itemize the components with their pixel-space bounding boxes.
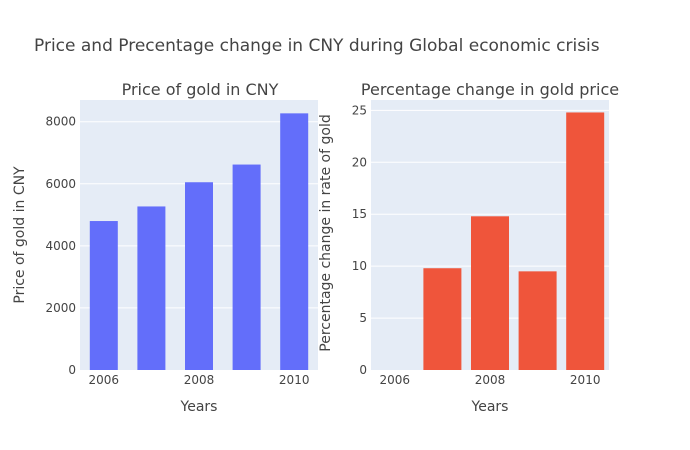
y-tick-label: 20 — [352, 155, 367, 169]
bar-price-2008 — [185, 182, 213, 370]
x-tick-label: 2006 — [89, 373, 120, 387]
y-tick-label: 8000 — [45, 115, 76, 129]
x-axis-label-percentage: Years — [471, 399, 509, 415]
y-tick-label: 25 — [352, 103, 367, 117]
bar-price-2009 — [232, 164, 261, 370]
bar-percentage-2010 — [566, 112, 605, 370]
bar-percentage-2009 — [518, 271, 557, 370]
subplot-title-price: Price of gold in CNY — [122, 80, 279, 99]
y-tick-label: 4000 — [45, 239, 76, 253]
y-tick-label: 15 — [352, 207, 367, 221]
bar-price-2006 — [89, 221, 118, 370]
x-tick-label: 2010 — [279, 373, 310, 387]
bars-percentage — [423, 112, 605, 370]
subplot-title-percentage: Percentage change in gold price — [361, 80, 619, 99]
bar-price-2007 — [137, 206, 166, 370]
x-ticks-price: 2006 2008 2010 — [89, 373, 310, 387]
bar-price-2010 — [280, 113, 309, 371]
y-ticks-price: 0 2000 4000 6000 8000 — [45, 115, 76, 377]
bar-percentage-2007 — [423, 268, 462, 370]
subplot-percentage: Percentage change in gold price 0 5 10 15 20… — [318, 80, 619, 415]
y-axis-label-price: Price of gold in CNY — [12, 166, 28, 304]
y-tick-label: 0 — [68, 363, 76, 377]
x-tick-label: 2010 — [570, 373, 601, 387]
bar-percentage-2008 — [471, 216, 509, 370]
y-tick-label: 5 — [359, 311, 367, 325]
x-ticks-percentage: 2006 2008 2010 — [380, 373, 601, 387]
y-tick-label: 10 — [352, 259, 367, 273]
chart-title: Price and Precentage change in CNY durin… — [34, 36, 600, 56]
y-tick-label: 2000 — [45, 301, 76, 315]
x-tick-label: 2006 — [380, 373, 411, 387]
subplot-price: Price of gold in CNY 0 2000 4000 6000 8000 2… — [12, 80, 318, 415]
x-tick-label: 2008 — [475, 373, 506, 387]
y-tick-label: 0 — [359, 363, 367, 377]
x-axis-label-price: Years — [180, 399, 218, 415]
y-ticks-percentage: 0 5 10 15 20 25 — [352, 103, 367, 377]
y-axis-label-percentage: Percentage change in rate of gold — [318, 114, 334, 351]
x-tick-label: 2008 — [184, 373, 215, 387]
y-tick-label: 6000 — [45, 177, 76, 191]
bars-price — [89, 113, 309, 371]
